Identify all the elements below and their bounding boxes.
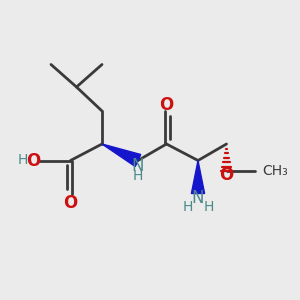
Text: O: O <box>63 194 78 211</box>
Text: O: O <box>219 167 234 184</box>
Text: CH₃: CH₃ <box>262 164 288 178</box>
Text: H: H <box>203 200 214 214</box>
Text: N: N <box>192 189 204 207</box>
Text: H: H <box>133 169 143 182</box>
Polygon shape <box>102 144 141 167</box>
Text: H: H <box>182 200 193 214</box>
Text: H: H <box>17 154 28 167</box>
Polygon shape <box>191 160 205 194</box>
Text: O: O <box>159 96 174 114</box>
Text: N: N <box>132 157 144 175</box>
Text: O: O <box>26 152 41 169</box>
